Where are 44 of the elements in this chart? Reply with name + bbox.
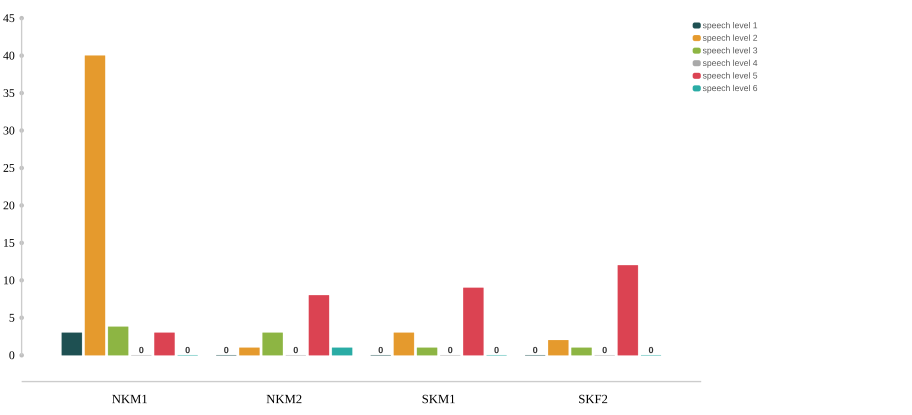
bar xyxy=(548,340,569,356)
bar xyxy=(62,332,82,356)
bar xyxy=(308,295,330,356)
x-tick-label: NKM2 xyxy=(266,394,302,404)
data-label: 0 xyxy=(294,346,298,354)
bar xyxy=(394,332,414,356)
legend-label: speech level 2 xyxy=(702,34,758,42)
legend-label: speech level 3 xyxy=(702,47,758,56)
y-tick-label: 15 xyxy=(4,238,14,247)
y-tick-label: 5 xyxy=(10,314,14,322)
legend-label: speech level 1 xyxy=(702,22,758,30)
y-tick-label: 0 xyxy=(9,351,14,360)
y-tick-label: 40 xyxy=(3,52,14,60)
data-label: 0 xyxy=(494,346,499,354)
bar xyxy=(618,265,638,356)
x-tick-label: SKF2 xyxy=(579,394,608,404)
bar xyxy=(416,347,438,356)
y-tick-label: 45 xyxy=(3,14,14,22)
data-label: 0 xyxy=(648,346,654,354)
legend-label: speech level 5 xyxy=(702,72,758,80)
legend-label: speech level 4 xyxy=(702,60,758,68)
data-label: 0 xyxy=(533,346,538,354)
data-label: 0 xyxy=(378,346,383,354)
data-label: 0 xyxy=(186,346,190,354)
data-label: 0 xyxy=(139,346,144,354)
bar xyxy=(571,347,592,356)
data-label: 0 xyxy=(602,346,607,354)
y-tick-label: 25 xyxy=(4,164,14,172)
data-label: 0 xyxy=(448,346,452,354)
legend-label: speech level 6 xyxy=(702,84,758,93)
bar xyxy=(332,347,352,356)
y-tick-label: 35 xyxy=(4,89,14,97)
x-tick-label: NKM1 xyxy=(112,394,147,404)
data-label: 0 xyxy=(224,346,228,354)
bar xyxy=(108,326,128,356)
bar xyxy=(84,55,106,356)
y-tick-label: 10 xyxy=(4,276,14,284)
bar xyxy=(262,332,283,356)
bar xyxy=(239,347,260,356)
bar xyxy=(463,288,484,356)
x-tick-label: SKM1 xyxy=(422,394,455,404)
bar xyxy=(154,332,175,356)
y-tick-label: 30 xyxy=(4,126,14,134)
y-tick-label: 20 xyxy=(4,201,14,210)
